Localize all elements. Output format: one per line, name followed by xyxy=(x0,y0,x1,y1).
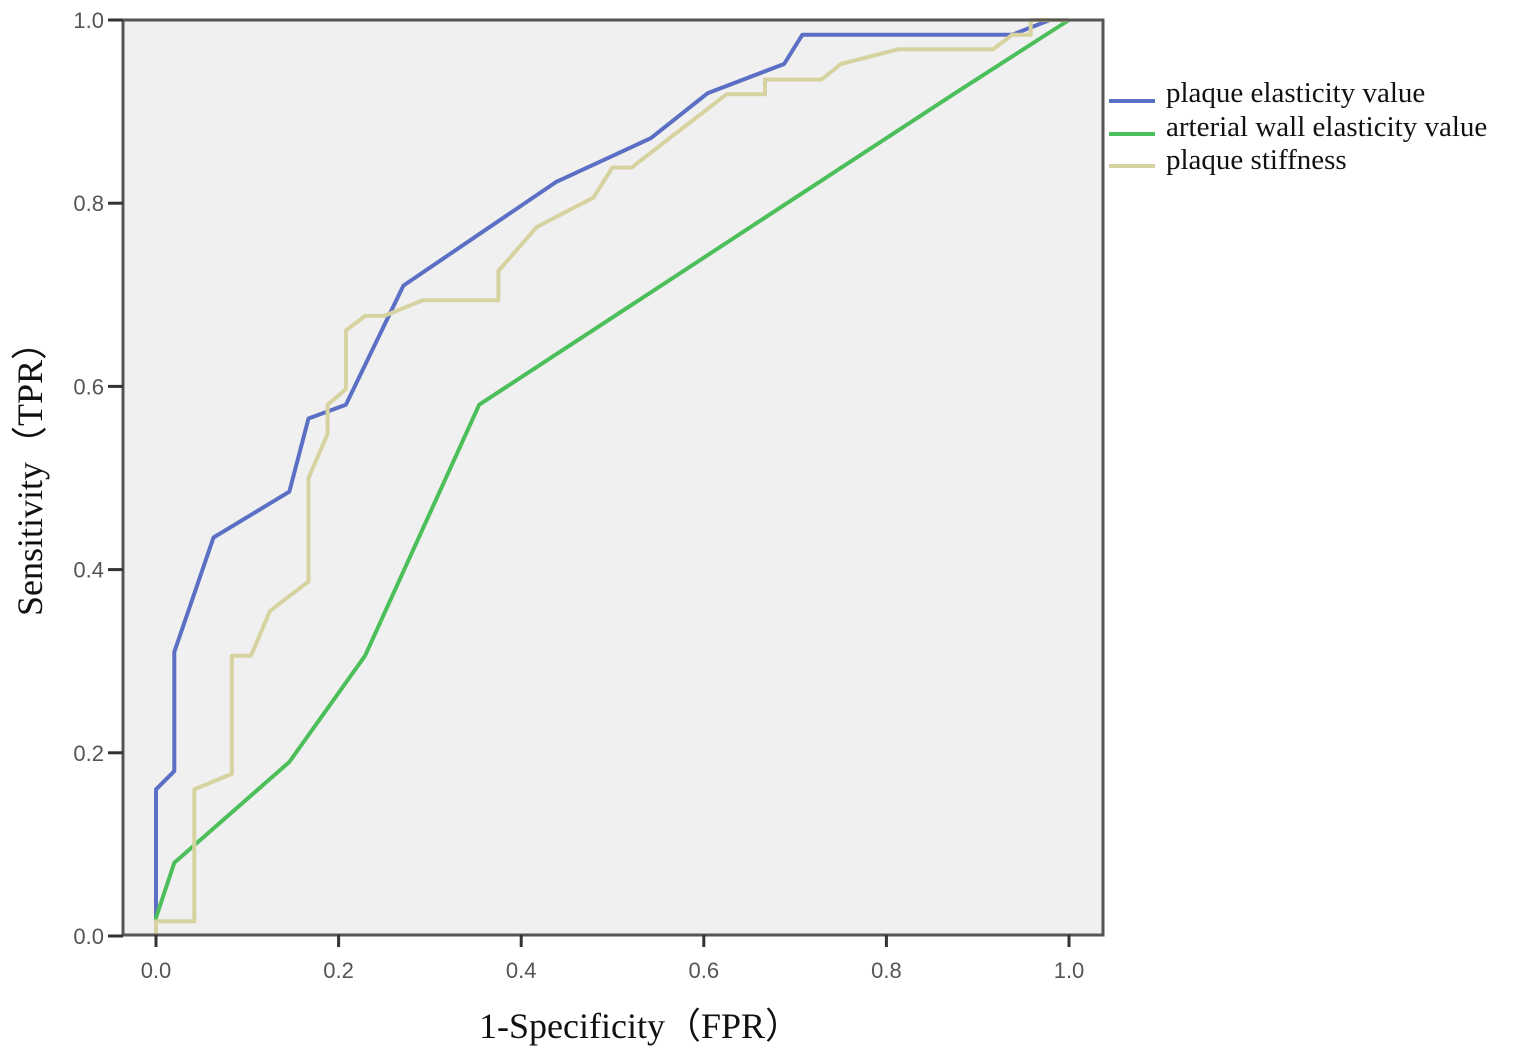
y-tick-label: 0.0 xyxy=(73,924,104,949)
y-tick-label: 0.8 xyxy=(73,191,104,216)
plot-area xyxy=(123,20,1103,935)
series-line-0 xyxy=(154,18,1069,936)
x-tick-label: 0.8 xyxy=(871,958,902,983)
y-axis: 0.0 0.2 0.4 0.6 0.8 1.0 xyxy=(73,8,123,949)
legend-label-plaque-stiffness: plaque stiffness xyxy=(1166,144,1347,176)
x-tick-label: 0.4 xyxy=(506,958,537,983)
x-axis: 0.0 0.2 0.4 0.6 0.8 1.0 xyxy=(141,935,1085,983)
x-tick-label: 0.6 xyxy=(689,958,720,983)
legend: plaque elasticity value arterial wall el… xyxy=(1109,77,1487,176)
series-line-2 xyxy=(154,18,1069,936)
series-layer xyxy=(154,18,1071,936)
x-tick-label: 0.2 xyxy=(323,958,354,983)
legend-label-arterial-wall: arterial wall elasticity value xyxy=(1166,111,1487,143)
legend-label-plaque-elasticity: plaque elasticity value xyxy=(1166,77,1425,109)
y-tick-label: 0.4 xyxy=(73,558,104,583)
y-tick-label: 0.6 xyxy=(73,374,104,399)
y-tick-label: 0.2 xyxy=(73,741,104,766)
x-tick-label: 1.0 xyxy=(1054,958,1085,983)
plot-frame xyxy=(121,18,1105,937)
y-axis-title: Sensitivity（TPR） xyxy=(10,324,50,616)
x-tick-label: 0.0 xyxy=(141,958,172,983)
x-axis-title: 1-Specificity（FPR） xyxy=(479,1006,801,1046)
y-tick-label: 1.0 xyxy=(73,8,104,33)
series-line-1 xyxy=(154,18,1071,936)
